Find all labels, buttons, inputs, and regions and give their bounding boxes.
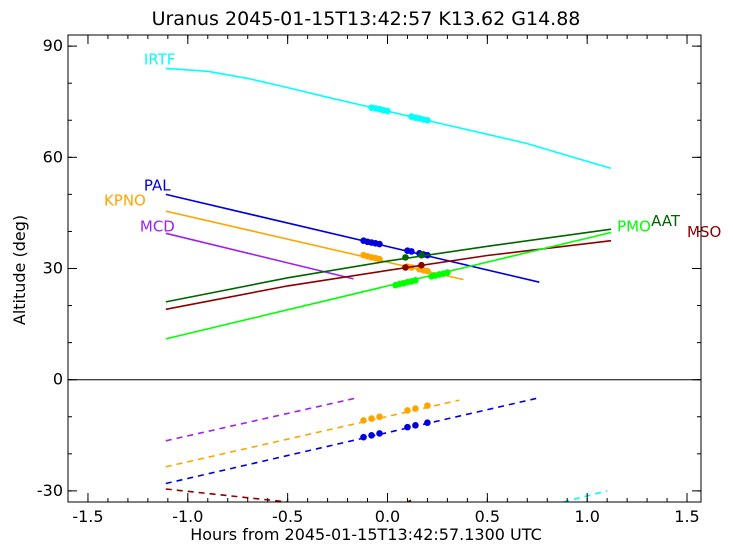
irtf-dot xyxy=(424,116,431,124)
kpno-below-dot xyxy=(424,402,431,409)
pal-below-dot xyxy=(404,423,411,431)
mcd-below-horizon-line xyxy=(165,397,356,442)
x-tick-label: -1.0 xyxy=(172,507,203,526)
kpno-below-dot xyxy=(412,405,419,412)
kpno-below-dot xyxy=(376,413,383,421)
pal-below-dot xyxy=(424,419,431,426)
pal-label: PAL xyxy=(144,177,171,195)
x-tick-label: 0.5 xyxy=(475,507,500,526)
irtf-line xyxy=(165,67,612,170)
pal-line xyxy=(165,193,540,283)
pal-below-dot xyxy=(360,433,367,441)
pmo-line xyxy=(165,231,612,340)
plot-frame xyxy=(67,34,702,503)
pal-below-dot xyxy=(376,430,383,437)
mso-below-horizon-line xyxy=(165,488,288,502)
chart-title: Uranus 2045-01-15T13:42:57 K13.62 G14.88 xyxy=(152,8,581,30)
pmo-dot xyxy=(412,277,419,284)
kpno-label: KPNO xyxy=(104,191,146,209)
mso-dot xyxy=(418,261,425,269)
kpno-dot xyxy=(376,255,383,263)
x-tick-label: 1.5 xyxy=(674,507,699,526)
kpno-below-dot xyxy=(360,417,367,424)
y-tick-label: 90 xyxy=(43,36,63,55)
x-tick-label: 0.0 xyxy=(375,507,400,526)
pal-dot xyxy=(376,240,383,248)
mso-line xyxy=(165,239,612,311)
kpno-dot xyxy=(424,267,431,275)
x-axis-label: Hours from 2045-01-15T13:42:57.1300 UTC xyxy=(190,525,542,544)
pmo-dot xyxy=(444,269,451,276)
x-tick-label: 1.0 xyxy=(574,507,599,526)
kpno-below-dot xyxy=(404,407,411,414)
pal-dot xyxy=(408,248,415,255)
aat-dot xyxy=(418,251,425,259)
aat-line xyxy=(165,228,612,303)
y-tick-label: 60 xyxy=(43,147,63,166)
x-tick-label: -1.5 xyxy=(72,507,103,526)
y-tick-label: -30 xyxy=(37,481,63,500)
pal-below-dot xyxy=(412,421,419,429)
pal-below-horizon-line xyxy=(165,397,538,485)
x-tick-label: -0.5 xyxy=(272,507,303,526)
y-axis-label: Altitude (deg) xyxy=(10,215,29,325)
pal-below-dot xyxy=(368,431,375,439)
aat-label: AAT xyxy=(651,212,681,230)
mcd-label: MCD xyxy=(140,217,175,235)
pmo-label: PMO xyxy=(617,217,651,235)
irtf-dot xyxy=(384,107,391,115)
y-tick-label: 0 xyxy=(53,370,63,389)
aat-dot xyxy=(402,254,409,261)
irtf-below-horizon-line xyxy=(563,490,608,502)
irtf-label: IRTF xyxy=(144,51,176,69)
kpno-below-dot xyxy=(368,415,375,422)
mso-dot xyxy=(402,264,409,271)
y-tick-label: 30 xyxy=(43,259,63,278)
mso-label: MSO xyxy=(687,223,721,241)
